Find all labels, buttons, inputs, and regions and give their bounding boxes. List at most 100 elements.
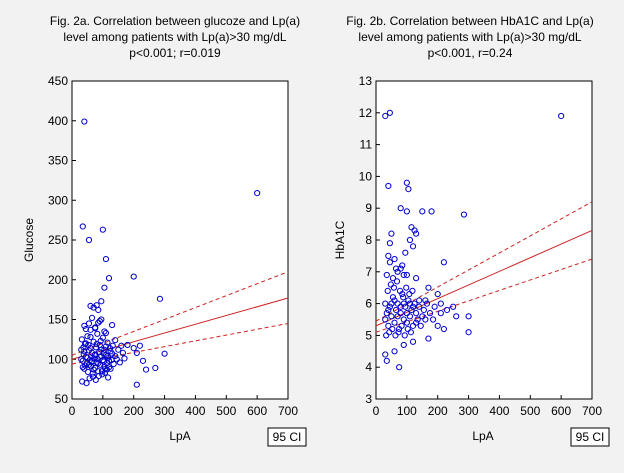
chart-b-data-point (394, 268, 401, 275)
chart-a-data-point (101, 346, 108, 353)
chart-a-y-label: Glucose (22, 218, 36, 262)
chart-b-data-point (383, 332, 390, 339)
chart-b-data-point (394, 313, 401, 320)
chart-b-ci-upper-line (375, 201, 593, 322)
chart-b-x-tick-label: 0 (373, 404, 380, 418)
chart-b-y-axis: 3 4 5 6 7 8 9 10 11 12 13 (359, 74, 380, 406)
chart-b-data-point (419, 313, 426, 320)
chart-b-data-point (422, 316, 429, 323)
chart-a-data-point (102, 255, 110, 263)
chart-b-data-point (428, 208, 435, 215)
chart-b-data-point (386, 240, 393, 247)
chart-a-data-point (94, 330, 101, 337)
chart-b-x-tick-label: 300 (459, 404, 479, 418)
chart-a-data-point (96, 317, 103, 325)
chart-b-data-point (423, 300, 431, 307)
chart-a-data-point (152, 364, 159, 372)
chart-a-data-point (109, 321, 116, 329)
chart-a-subtitle: level among patients with Lp(a)>30 mg/dL (63, 30, 286, 44)
chart-b-data-point (393, 278, 401, 285)
chart-b-data-point (403, 271, 410, 279)
chart-b-data-point (383, 357, 390, 364)
chart-b-data-point (397, 310, 404, 317)
chart-b-data-point (391, 255, 398, 263)
chart-a-data-point (78, 336, 85, 343)
chart-b-subtitle: level among patients with Lp(a)>30 mg/dL (358, 30, 581, 44)
chart-a-data-point (85, 320, 93, 327)
chart-a-data-point (102, 329, 110, 337)
chart-b-data-point (389, 275, 397, 282)
chart-b-y-tick-label: 6 (365, 297, 372, 311)
chart-b-data-point (411, 300, 418, 307)
chart-b-data-point (419, 208, 426, 215)
chart-b-data-point (434, 322, 441, 329)
chart-b-data-point (382, 351, 389, 358)
chart-b-data-point (440, 325, 447, 333)
chart-a-data-point (105, 275, 113, 282)
chart-a-data-point (101, 328, 108, 335)
chart-a-data-point (81, 348, 88, 355)
chart-b-x-axis: 0 100 200 300 400 500 600 700 (373, 395, 602, 418)
chart-a-y-tick-label: 400 (48, 114, 68, 128)
chart-a-data-point (83, 380, 90, 387)
chart-b-data-point (392, 332, 399, 339)
chart-a-data-point (101, 369, 109, 376)
chart-b-data-point (407, 329, 414, 336)
chart-b-data-point (386, 329, 393, 336)
chart-b-x-tick-label: 100 (397, 404, 417, 418)
chart-a-data-point (142, 366, 150, 373)
chart-a-data-point (87, 345, 94, 352)
chart-b-data-point (420, 306, 427, 314)
chart-b-data-point (405, 297, 412, 304)
chart-b-y-tick-label: 11 (360, 138, 373, 152)
chart-b-data-point (386, 303, 393, 310)
chart-glucose: Fig. 2a. Correlation between glucoze and… (22, 14, 307, 447)
chart-b-data-point (429, 316, 437, 323)
chart-a-y-tick-label: 450 (48, 74, 68, 88)
chart-b-ci-lower-line (375, 258, 593, 333)
chart-b-y-tick-label: 7 (365, 265, 372, 279)
chart-b-data-point (383, 271, 390, 279)
chart-a-x-tick-label: 300 (155, 404, 175, 418)
chart-a-x-label: LpA (169, 429, 190, 443)
chart-b-data-point (403, 179, 410, 186)
chart-a-legend-box (267, 427, 307, 447)
chart-b-y-tick-label: 12 (359, 106, 373, 120)
chart-a-data-point (161, 350, 168, 357)
chart-a-x-tick-label: 100 (93, 404, 113, 418)
chart-b-data-point (408, 306, 415, 314)
chart-hba1c: Fig. 2b. Correlation between HbA1C and L… (333, 14, 610, 447)
chart-a-plot-frame (71, 80, 289, 400)
chart-a-data-point (113, 356, 120, 363)
chart-b-data-point (394, 300, 401, 307)
chart-b-data-point (409, 243, 417, 250)
chart-b-data-point (431, 303, 438, 310)
chart-b-data-point (400, 300, 407, 307)
chart-a-data-point (92, 376, 99, 384)
chart-a-data-point (107, 365, 114, 372)
chart-a-y-tick-label: 150 (48, 313, 68, 327)
chart-a-x-tick-label: 0 (69, 404, 76, 418)
chart-a-data-point (84, 354, 91, 361)
chart-a-data-point (95, 306, 102, 314)
chart-b-data-point (465, 329, 472, 336)
chart-a-data-point (82, 325, 89, 333)
chart-b-data-point (413, 310, 420, 317)
chart-b-data-point (426, 310, 434, 317)
chart-b-y-tick-label: 8 (365, 233, 372, 247)
chart-b-y-tick-label: 13 (359, 74, 373, 88)
chart-b-data-point (416, 303, 423, 310)
chart-a-ci-upper-line (71, 271, 289, 356)
chart-a-data-point (96, 353, 103, 360)
chart-b-y-tick-label: 9 (365, 201, 372, 215)
chart-b-data-point (406, 313, 414, 320)
chart-b-data-point (437, 310, 444, 317)
chart-b-data-point (389, 325, 396, 333)
chart-b-data-point (406, 290, 413, 298)
chart-b-data-point (396, 364, 403, 371)
chart-a-x-tick-label: 200 (124, 404, 144, 418)
chart-b-regression-line (375, 230, 593, 327)
chart-b-legend-label: 95 CI (576, 430, 605, 444)
